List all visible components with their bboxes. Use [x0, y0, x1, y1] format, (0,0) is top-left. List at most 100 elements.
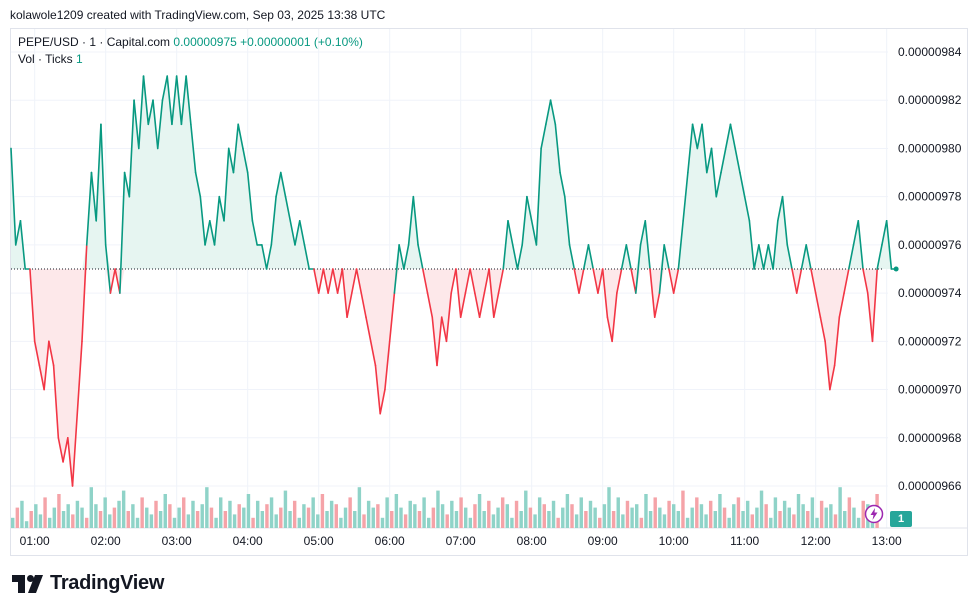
volume-bar [773, 497, 778, 528]
price-line-segment [455, 268, 462, 319]
volume-bar [20, 500, 24, 528]
price-line-segment [772, 219, 779, 270]
y-tick-label: 0.00000966 [898, 479, 962, 493]
volume-bar [537, 497, 542, 528]
volume-bar [810, 497, 815, 528]
price-line-segment [199, 195, 206, 246]
volume-bar [103, 497, 107, 528]
volume-bar [265, 504, 269, 528]
volume-bar [570, 504, 574, 528]
volume-bar [806, 511, 810, 528]
volume-bar [704, 514, 708, 528]
volume-bar [15, 507, 20, 528]
volume-bar [491, 514, 496, 528]
volume-bar [214, 517, 218, 528]
volume-bar [311, 497, 315, 528]
volume-bar [98, 511, 103, 528]
volume-bar [302, 504, 306, 528]
legend-symbol[interactable]: PEPE/USD · 1 · Capital.com [18, 35, 171, 49]
price-line-segment [474, 292, 481, 319]
price-line-segment [511, 244, 519, 270]
price-line-segment [838, 292, 845, 319]
price-line-segment [805, 244, 812, 270]
volume-bar [667, 500, 671, 528]
volume-bar [736, 497, 741, 528]
price-line-segment [440, 316, 448, 343]
price-line-segment [781, 195, 789, 246]
volume-bar [796, 494, 801, 528]
price-line-segment [436, 316, 443, 367]
price-line-segment [223, 147, 230, 222]
chart-legend: PEPE/USD · 1 · Capital.com 0.00000975 +0… [18, 34, 363, 68]
price-line-segment [587, 244, 595, 270]
price-line-segment [592, 268, 599, 294]
volume-bar [413, 504, 417, 528]
volume-bar [436, 490, 440, 528]
volume-bar [11, 517, 15, 528]
price-line-segment [724, 123, 732, 150]
price-line-segment [871, 268, 879, 343]
price-line-segment [653, 292, 661, 319]
volume-bar [778, 511, 782, 528]
x-tick-label: 10:00 [659, 534, 689, 548]
volume-bar [283, 490, 288, 528]
volume-bar [727, 517, 731, 528]
price-line-segment [597, 268, 604, 294]
volume-bar [140, 497, 144, 528]
volume-bar [380, 517, 385, 528]
price-line-segment [819, 316, 826, 343]
volume-bar [200, 504, 204, 528]
price-line-segment [559, 171, 566, 198]
volume-bar [769, 517, 773, 528]
volume-bar [223, 511, 228, 528]
x-tick-label: 03:00 [162, 534, 192, 548]
lightning-icon[interactable] [864, 504, 884, 524]
price-line-segment [696, 123, 703, 150]
price-line-segment [625, 244, 632, 270]
volume-bar [459, 497, 463, 528]
price-line-segment [48, 340, 55, 367]
price-line-segment [682, 171, 689, 222]
price-line-segment [776, 195, 784, 222]
price-line-segment [786, 244, 793, 270]
price-line-segment [672, 268, 680, 294]
volume-bar [847, 497, 852, 528]
volume-bar [722, 507, 727, 528]
price-line-segment [710, 147, 718, 198]
price-line-segment [123, 171, 131, 198]
volume-bar [269, 497, 274, 528]
volume-bar [131, 504, 135, 528]
price-line-segment [833, 316, 841, 367]
price-line-segment [204, 219, 211, 246]
volume-bar [625, 500, 630, 528]
price-line-segment [843, 268, 850, 294]
price-line-segment [426, 292, 434, 319]
volume-bar [671, 504, 676, 528]
price-line-segment [298, 219, 306, 246]
y-tick-label: 0.00000980 [898, 141, 962, 155]
volume-bar [292, 500, 297, 528]
volume-bar [237, 504, 241, 528]
volume-bar [205, 487, 209, 528]
price-line-segment [483, 268, 490, 294]
price-line-segment [743, 195, 751, 222]
chart-frame[interactable] [10, 28, 968, 556]
price-line-segment [237, 123, 244, 150]
volume-bar [602, 504, 607, 528]
volume-bar [653, 497, 657, 528]
y-tick-label: 0.00000970 [898, 383, 962, 397]
legend-volume-label[interactable]: Vol · Ticks [18, 52, 73, 66]
price-line-segment [687, 123, 694, 174]
price-line-segment [885, 219, 893, 270]
tradingview-logo[interactable]: TradingView [12, 572, 164, 595]
price-line-segment [29, 268, 36, 343]
volume-bar [815, 517, 819, 528]
volume-bar [764, 504, 768, 528]
price-line-segment [166, 75, 173, 126]
volume-bar [685, 517, 690, 528]
volume-bar [454, 511, 459, 528]
price-line-segment [492, 292, 500, 319]
price-line-segment [133, 99, 140, 150]
price-line-segment [502, 219, 509, 270]
